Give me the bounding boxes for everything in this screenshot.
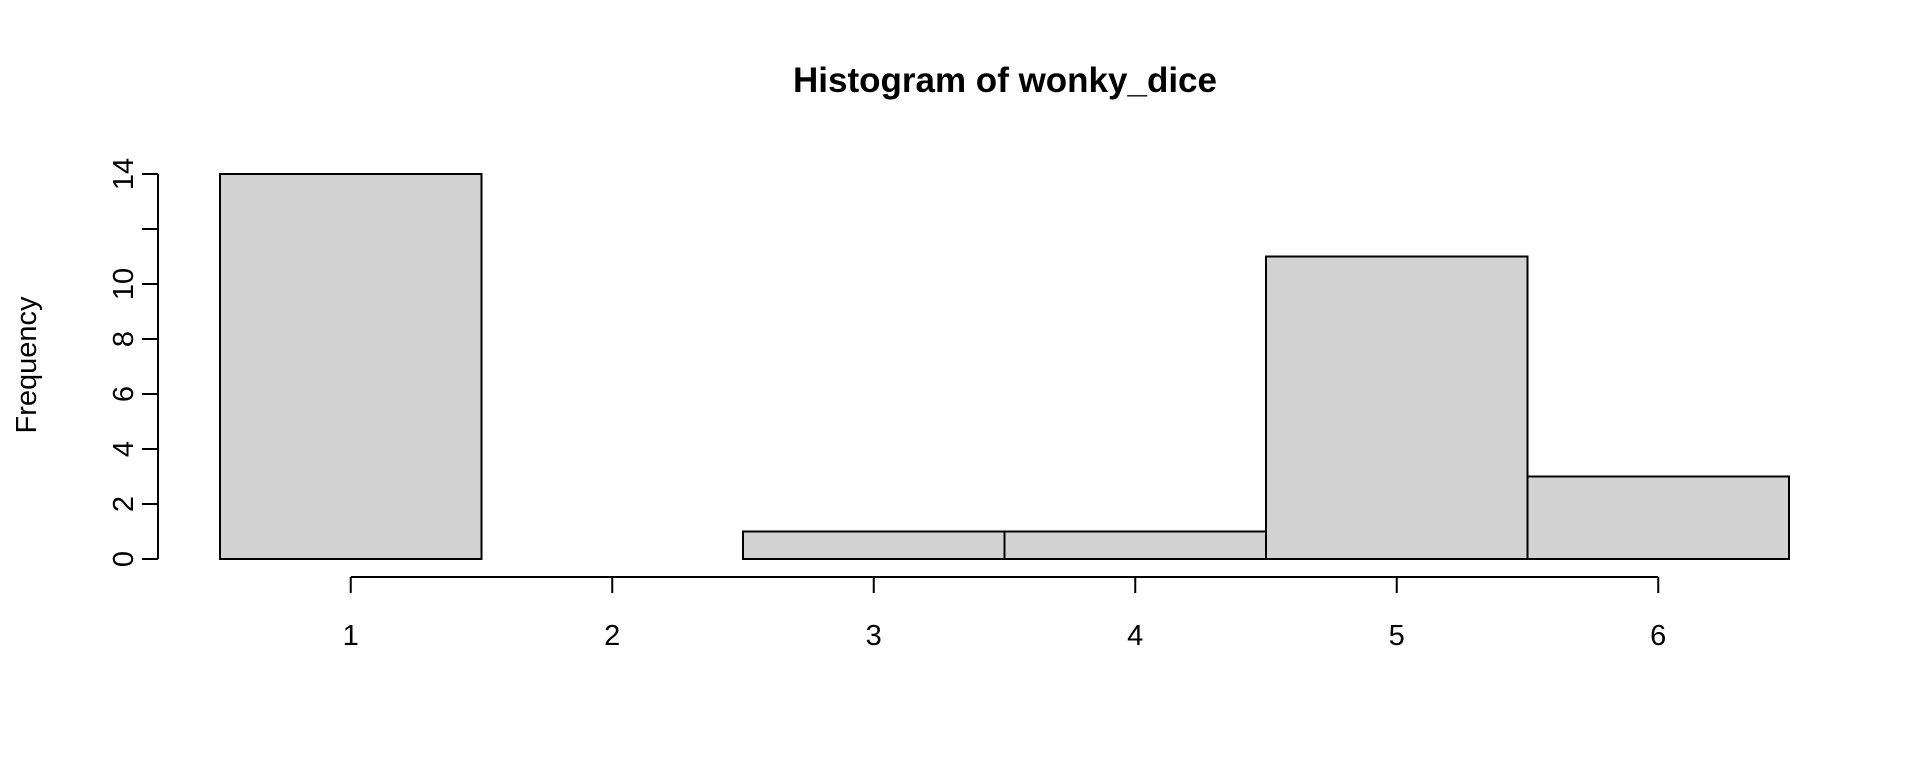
histogram-bar — [1265, 255, 1529, 560]
chart-title: Histogram of wonky_dice — [793, 61, 1217, 100]
histogram-bar — [219, 173, 483, 560]
bars-group — [219, 173, 1790, 560]
histogram-bar — [1526, 475, 1790, 560]
histogram-bar — [1003, 530, 1267, 560]
y-tick-label: 10 — [108, 268, 140, 300]
y-tick-label: 8 — [108, 331, 140, 347]
histogram-bar — [742, 530, 1006, 560]
x-tick-label: 6 — [1650, 620, 1666, 652]
y-tick-label: 0 — [108, 551, 140, 567]
y-axis: 0 2 4 6 8 10 14 — [108, 158, 159, 567]
x-tick-label: 5 — [1389, 620, 1405, 652]
y-tick-label: 6 — [108, 386, 140, 402]
x-axis: 1 2 3 4 5 6 — [343, 576, 1666, 652]
x-tick-label: 3 — [866, 620, 882, 652]
x-tick-label: 2 — [604, 620, 620, 652]
x-tick-label: 4 — [1127, 620, 1143, 652]
y-tick-label: 2 — [108, 496, 140, 512]
y-tick-label: 4 — [108, 441, 140, 457]
y-axis-label: Frequency — [11, 296, 43, 434]
x-tick-label: 1 — [343, 620, 359, 652]
y-tick-label: 14 — [108, 158, 140, 190]
